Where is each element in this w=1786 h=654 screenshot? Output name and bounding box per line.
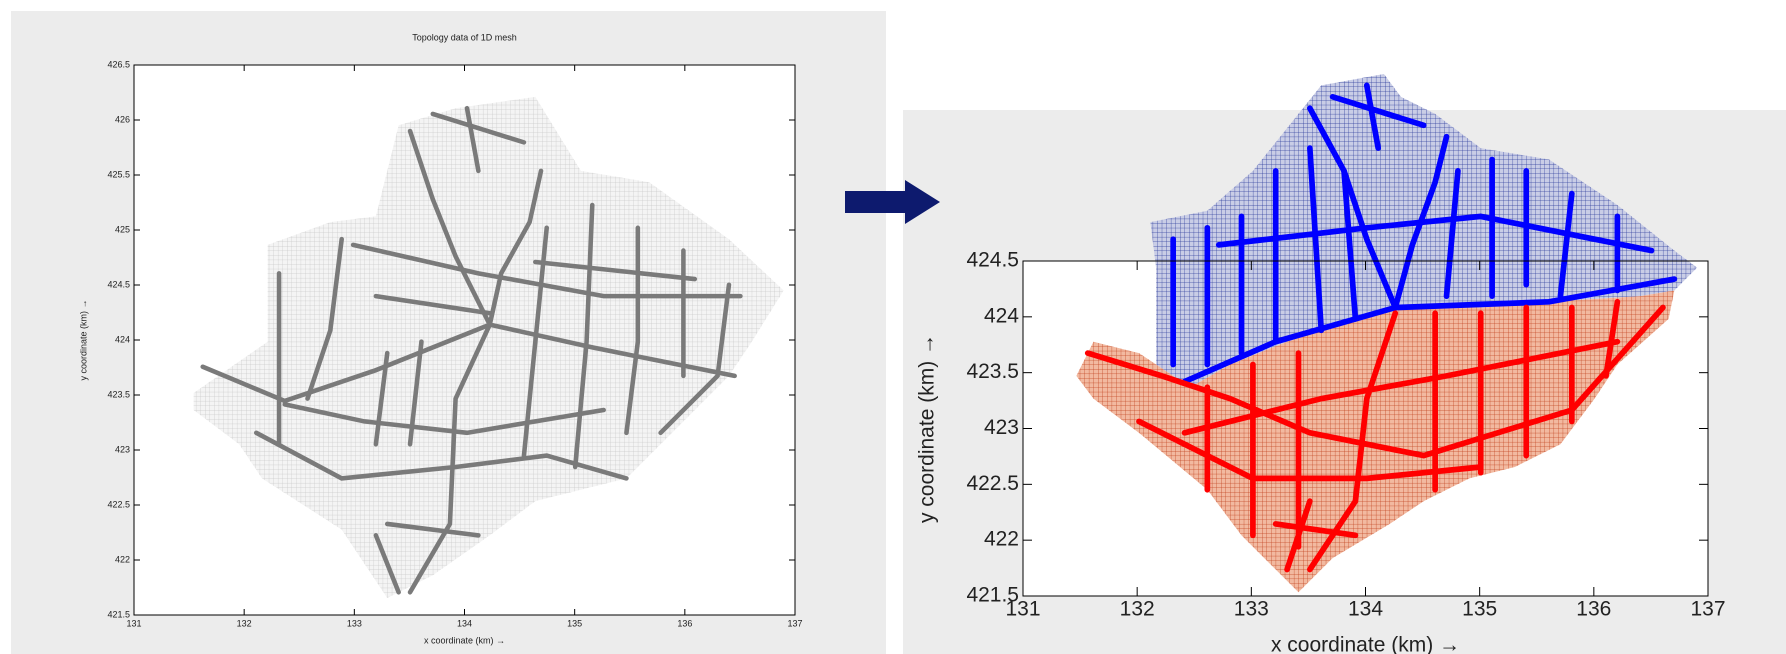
x-axis-label: x coordinate (km) → [1271,634,1460,654]
screenshot: 131 132 133 134 135 136 137 421.5 422 422.5 423 423… [0,0,1786,654]
y-tick-label: 421.5 [966,584,1019,607]
x-axis-label: x coordinate (km) → [424,635,505,645]
y-tick-label: 426.5 [107,59,130,69]
x-tick-label: 132 [237,618,252,628]
y-axis-label: y coordinate (km) → [916,334,939,523]
y-tick-label: 422.5 [966,472,1019,495]
y-tick-label: 423 [115,444,130,454]
x-tick-label: 137 [787,618,802,628]
y-tick-label: 424 [984,304,1019,327]
x-tick-label: 134 [457,618,472,628]
y-tick-label: 425.5 [107,169,130,179]
y-tick-label: 424.5 [107,279,130,289]
y-tick-label: 422.5 [107,499,130,509]
chart-title: Topology data of 1D mesh [412,32,517,42]
y-tick-label: 425 [115,224,130,234]
x-tick-label: 135 [567,618,582,628]
x-tick-label: 133 [347,618,362,628]
y-tick-label: 422 [115,554,130,564]
x-tick-label: 137 [1690,598,1725,621]
y-tick-label: 422 [984,528,1019,551]
y-tick-label: 423 [984,416,1019,439]
x-tick-label: 135 [1462,598,1497,621]
x-tick-label: 134 [1348,598,1383,621]
x-tick-label: 136 [1576,598,1611,621]
page: 131 132 133 134 135 136 137 421.5 422 422.5 423 423… [0,0,1786,654]
y-tick-label: 426 [115,114,130,124]
y-tick-label: 421.5 [107,609,130,619]
y-tick-label: 424.5 [966,249,1019,272]
y-axis-label: y coordinate (km) → [78,299,88,380]
x-tick-label: 133 [1234,598,1269,621]
y-tick-label: 423.5 [966,360,1019,383]
y-tick-label: 424 [115,334,130,344]
x-tick-label: 131 [126,618,141,628]
x-tick-label: 132 [1120,598,1155,621]
x-tick-label: 136 [677,618,692,628]
y-tick-label: 423.5 [107,389,130,399]
